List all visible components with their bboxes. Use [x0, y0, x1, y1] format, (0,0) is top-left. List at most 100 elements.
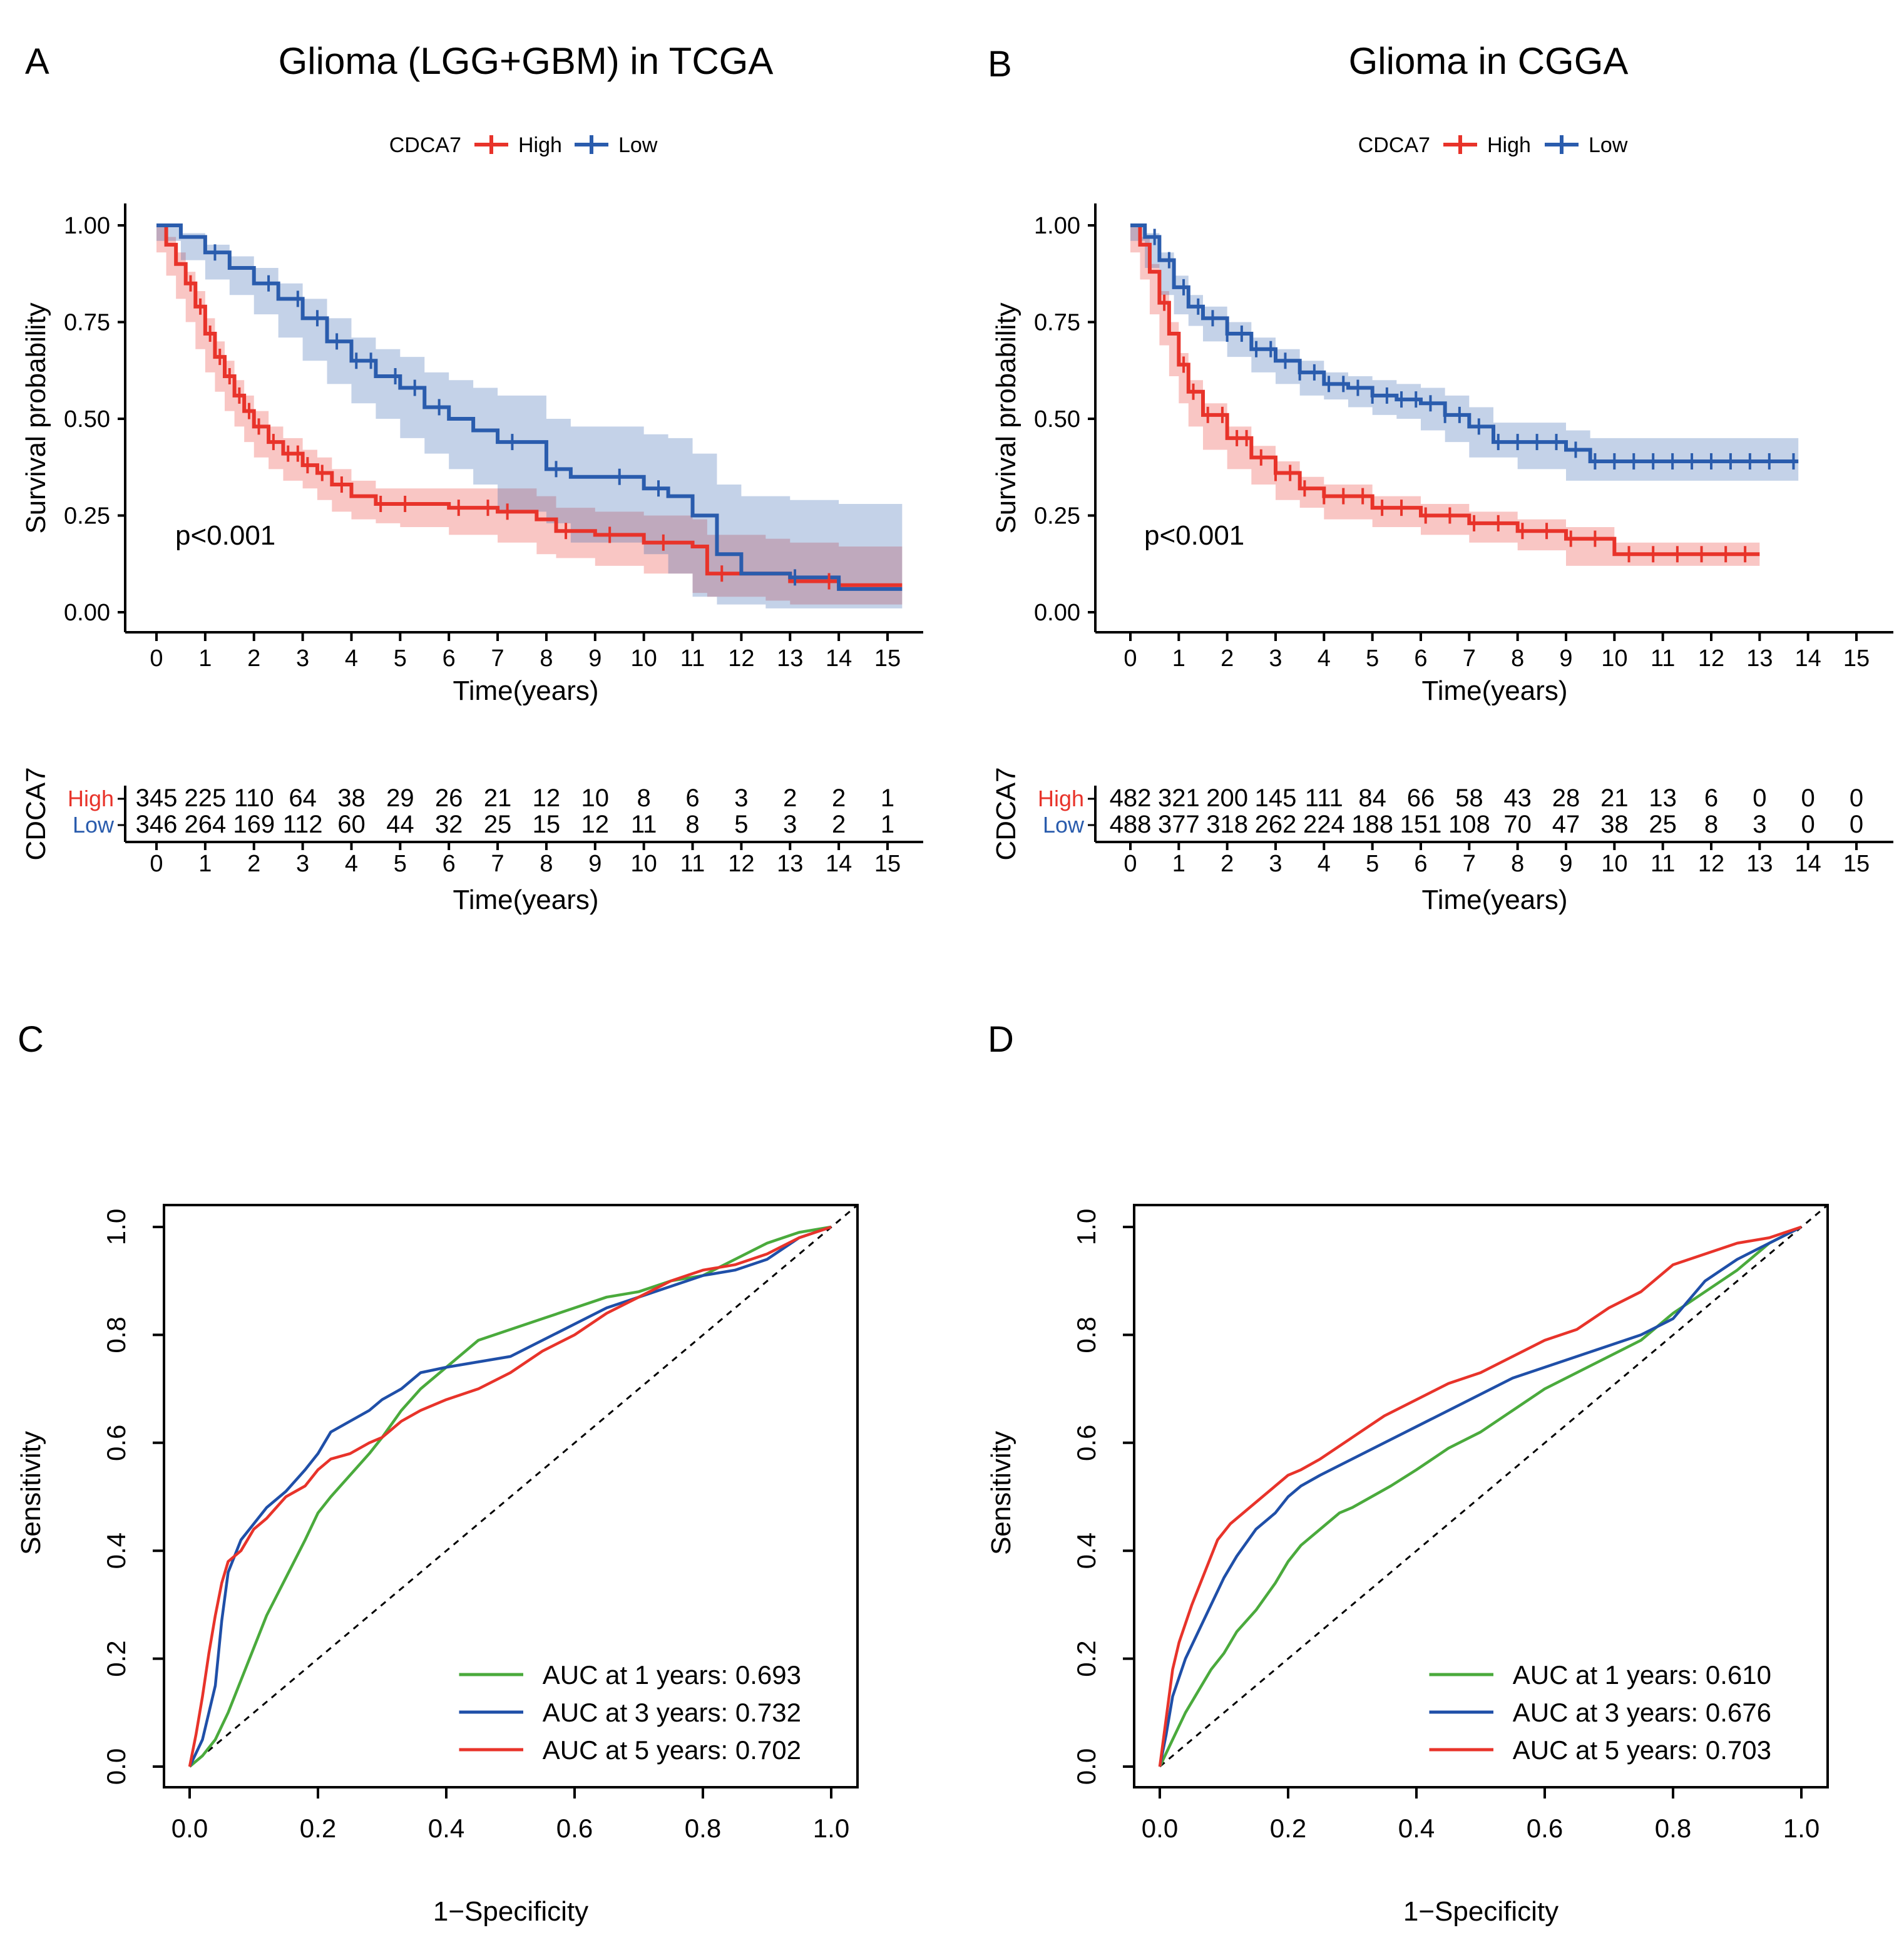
panel-a-legend-title: CDCA7 — [389, 133, 461, 157]
panel-b-label: B — [988, 44, 1012, 85]
panel-b-x-tick-label-9: 9 — [1559, 645, 1572, 672]
panel-b-legend-low-label: Low — [1589, 133, 1628, 157]
panel-b-risk-high-1: 321 — [1158, 784, 1200, 812]
panel-b-x-tick-label-6: 6 — [1414, 645, 1427, 672]
panel-b-ci-band-high — [1130, 225, 1760, 566]
panel-a-risk-low-6: 32 — [435, 811, 463, 838]
panel-d-x-tick-label-2: 0.4 — [1398, 1814, 1435, 1843]
panel-a-risk-low-0: 346 — [136, 811, 178, 838]
panel-a-risk-high-6: 26 — [435, 784, 463, 812]
panel-a-risk-x-tick-label-8: 8 — [540, 851, 553, 877]
panel-b-x-tick-label-14: 14 — [1795, 645, 1821, 672]
panel-b-risk-high-7: 58 — [1455, 784, 1483, 812]
panel-a-risk-high-4: 38 — [337, 784, 366, 812]
panel-d-roc-curves — [1158, 1225, 1803, 1767]
panel-b-risk-high-13: 0 — [1753, 784, 1766, 812]
panel-c-roc-curves — [188, 1225, 832, 1768]
panel-b-x-tick-label-0: 0 — [1123, 645, 1137, 672]
panel-a-x-tick-label-1: 1 — [198, 645, 212, 672]
panel-b-curve-low — [1130, 223, 1799, 463]
panel-b-risk-high-5: 84 — [1358, 784, 1386, 812]
panel-c-diagonal — [189, 1204, 858, 1768]
panel-a-ci-band-high — [156, 225, 903, 605]
panel-a-risk-x-tick-label-10: 10 — [631, 851, 657, 877]
panel-a-pvalue: p<0.001 — [175, 520, 275, 551]
panel-c-y-tick-label-0: 0.0 — [101, 1748, 131, 1785]
panel-b-x-axis-title: Time(years) — [1421, 675, 1567, 706]
panel-a-risk-low-11: 8 — [685, 811, 699, 838]
panel-c-roc-curve-3 — [188, 1225, 832, 1767]
panel-b-risk-low-0: 488 — [1110, 811, 1152, 838]
panel-a-risk-x-tick-label-4: 4 — [345, 851, 358, 877]
panel-d-y-tick-label-5: 1.0 — [1072, 1209, 1101, 1245]
panel-a-x-tick-label-14: 14 — [826, 645, 852, 672]
panel-b-x-ticks: 0 1 2 3 4 5 6 7 8 9 10 11 12 13 14 15 — [1123, 632, 1870, 672]
panel-a-risk-x-axis-title: Time(years) — [453, 885, 598, 915]
panel-a-risk-low-4: 60 — [337, 811, 366, 838]
panel-d-diagonal — [1159, 1204, 1828, 1768]
panel-b-risk-low-11: 25 — [1649, 811, 1677, 838]
panel-b-risk-x-tick-label-5: 5 — [1366, 851, 1379, 877]
panel-b-risk-title: CDCA7 — [991, 767, 1021, 860]
panel-d-roc-curve-2 — [1158, 1225, 1803, 1767]
panel-a-x-axis-title: Time(years) — [453, 675, 598, 706]
panel-d-legend-label-1: AUC at 1 years: 0.610 — [1513, 1660, 1771, 1690]
panel-d-legend-label-2: AUC at 3 years: 0.676 — [1513, 1698, 1771, 1727]
panel-b-legend-title: CDCA7 — [1358, 133, 1430, 157]
panel-a-risk-high-0: 345 — [136, 784, 178, 812]
panel-c-y-tick-label-3: 0.6 — [101, 1425, 131, 1461]
panel-b: B Glioma in CGGA CDCA7 High Low 0.00 0.25… — [988, 40, 1893, 915]
panel-a-risk-low-9: 12 — [581, 811, 610, 838]
panel-a-legend-high-label: High — [518, 133, 562, 157]
panel-b-x-tick-label-4: 4 — [1318, 645, 1331, 672]
panel-a-x-tick-label-6: 6 — [443, 645, 456, 672]
panel-b-risk-x-tick-label-11: 11 — [1651, 851, 1675, 877]
panel-a-curve-high — [156, 223, 903, 587]
panel-a-x-tick-label-0: 0 — [150, 645, 163, 672]
panel-b-x-tick-label-8: 8 — [1511, 645, 1524, 672]
panel-b-risk-high-15: 0 — [1850, 784, 1863, 812]
panel-a-legend: CDCA7 High Low — [389, 133, 658, 157]
panel-a-risk-high-13: 2 — [783, 784, 797, 812]
panel-b-risk-low-5: 188 — [1351, 811, 1393, 838]
panel-a-y-tick-label-0: 0.00 — [64, 600, 110, 626]
panel-d: D 0.0 0.2 0.4 0.6 0.8 1.0 0.0 0.2 0.4 0.6 0.8 1.0 … — [986, 1019, 1829, 1927]
panel-d-x-tick-label-5: 1.0 — [1783, 1814, 1820, 1843]
panel-a-risk-label-high: High — [68, 786, 114, 811]
panel-a-risk-high-14: 2 — [832, 784, 846, 812]
panel-a-risk-low-5: 44 — [386, 811, 414, 838]
panel-a-risk-low-8: 15 — [533, 811, 561, 838]
panel-b-x-tick-label-3: 3 — [1269, 645, 1282, 672]
panel-d-x-axis-title: 1−Specificity — [1403, 1896, 1559, 1927]
panel-b-risk-low-12: 8 — [1704, 811, 1718, 838]
panel-a-risk-high-2: 110 — [234, 784, 274, 812]
panel-a: A Glioma (LGG+GBM) in TCGA CDCA7 High Lo… — [21, 40, 923, 915]
panel-c-roc-plot: 0.0 0.2 0.4 0.6 0.8 1.0 0.0 0.2 0.4 0.6 0.8 1.0 Se… — [16, 1204, 859, 1927]
panel-d-y-tick-label-4: 0.8 — [1072, 1316, 1101, 1353]
panel-a-risk-low-13: 3 — [783, 811, 797, 838]
panel-d-roc-curve-1 — [1158, 1225, 1803, 1767]
panel-c-plot-frame — [163, 1204, 859, 1788]
panel-b-pvalue: p<0.001 — [1144, 520, 1244, 551]
panel-b-risk-high-6: 66 — [1407, 784, 1435, 812]
panel-b-risk-low-2: 318 — [1206, 811, 1248, 838]
panel-c-x-tick-label-0: 0.0 — [171, 1814, 208, 1843]
panel-b-x-tick-label-1: 1 — [1172, 645, 1185, 672]
panel-a-y-tick-label-4: 1.00 — [64, 213, 110, 239]
panel-c-roc-curve-2 — [188, 1225, 832, 1767]
panel-a-label: A — [25, 41, 49, 82]
panel-d-x-tick-label-4: 0.8 — [1655, 1814, 1691, 1843]
panel-b-risk-low-15: 0 — [1850, 811, 1863, 838]
panel-b-y-tick-label-0: 0.00 — [1034, 600, 1080, 626]
panel-a-x-tick-label-4: 4 — [345, 645, 358, 672]
panel-a-risk-label-low: Low — [73, 812, 115, 838]
panel-b-risk-high-3: 145 — [1255, 784, 1297, 812]
panel-a-risk-high-3: 64 — [289, 784, 317, 812]
panel-b-risk-high-4: 111 — [1305, 784, 1343, 812]
panel-b-legend-high-label: High — [1487, 133, 1531, 157]
panel-b-risk-low-7: 108 — [1448, 811, 1490, 838]
panel-a-ci-band-low — [156, 225, 903, 608]
panel-a-risk-low-12: 5 — [734, 811, 748, 838]
